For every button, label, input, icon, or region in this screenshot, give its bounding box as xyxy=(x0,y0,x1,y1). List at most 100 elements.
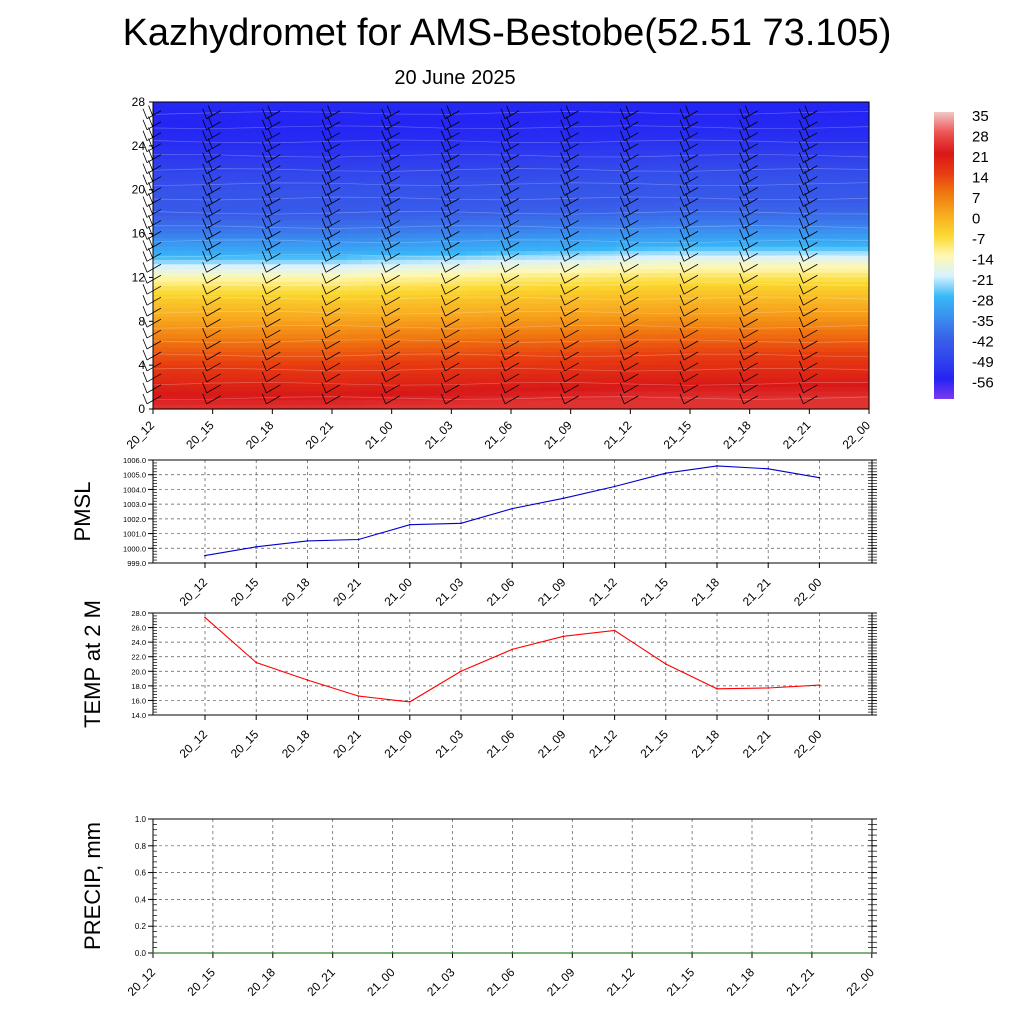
heatmap-cell xyxy=(704,378,721,384)
heatmap-cell xyxy=(764,242,781,248)
heatmap-cell xyxy=(645,211,661,217)
heatmap-cell xyxy=(391,137,408,143)
heatmap-cell xyxy=(570,281,587,287)
heatmap-cell xyxy=(555,207,572,213)
wind-barb-flag xyxy=(739,185,745,196)
heatmap-cell xyxy=(272,400,288,406)
heatmap-cell xyxy=(704,224,721,230)
heatmap-cell xyxy=(675,330,691,336)
wind-barb-flag xyxy=(798,152,804,163)
heatmap-cell xyxy=(466,316,482,322)
heatmap-cell xyxy=(272,347,288,353)
wind-barb-flag xyxy=(798,262,804,273)
heatmap-cell xyxy=(824,365,840,371)
y-tick-label: 1001.0 xyxy=(123,530,146,539)
heatmap-cell xyxy=(287,330,303,336)
heatmap-cell xyxy=(779,281,796,287)
heatmap-cell xyxy=(242,150,259,156)
heatmap-cell xyxy=(734,207,751,213)
heatmap-cell xyxy=(779,154,796,160)
wind-barb-flag xyxy=(321,295,327,306)
wind-barb-flag xyxy=(381,305,387,317)
heatmap-cell xyxy=(391,325,408,331)
heatmap-cell xyxy=(600,194,617,200)
wind-barb xyxy=(266,395,281,405)
heatmap-cell xyxy=(794,220,810,226)
heatmap-cell xyxy=(734,229,751,235)
heatmap-cell xyxy=(466,294,482,300)
heatmap-cell xyxy=(496,268,512,274)
heatmap-cell xyxy=(675,242,691,248)
heatmap-cell xyxy=(212,286,229,292)
heatmap-cell xyxy=(406,229,423,235)
x-tick-label: 21_21 xyxy=(740,727,774,761)
heatmap-cell xyxy=(824,259,840,265)
heatmap-cell xyxy=(421,347,438,353)
wind-barb xyxy=(683,340,699,350)
heatmap-cell xyxy=(555,356,572,362)
heatmap-cell xyxy=(406,404,423,410)
heatmap-cell xyxy=(361,294,378,300)
heatmap-cell xyxy=(182,141,199,147)
heatmap-cell xyxy=(272,167,288,173)
data-point xyxy=(751,952,753,954)
heatmap-cell xyxy=(824,299,840,305)
heatmap-cell xyxy=(287,395,303,401)
heatmap-cell xyxy=(555,378,572,384)
wind-barb-flag xyxy=(685,105,690,116)
heatmap-cell xyxy=(570,145,587,151)
heatmap-cell xyxy=(406,400,423,406)
heatmap-cell xyxy=(227,189,244,195)
heatmap-cell xyxy=(690,233,706,239)
colorbar-label: 14 xyxy=(972,170,989,187)
wind-barb-flag xyxy=(685,236,690,248)
heatmap-cell xyxy=(153,277,169,283)
heatmap-cell xyxy=(451,233,467,239)
heatmap-cell xyxy=(153,290,169,296)
heatmap-cell xyxy=(242,132,259,138)
wind-barb-flag xyxy=(739,295,745,306)
heatmap-cell xyxy=(496,286,512,292)
wind-barb-flag xyxy=(261,196,267,207)
wind-barb-flag xyxy=(207,160,213,171)
wind-barb xyxy=(206,362,221,372)
heatmap-cell xyxy=(376,176,393,182)
heatmap-cell xyxy=(466,356,482,362)
heatmap-cell xyxy=(704,373,721,379)
heatmap-cell xyxy=(346,242,363,248)
wind-barb-flag xyxy=(685,160,690,171)
heatmap-cell xyxy=(839,360,855,366)
heatmap-cell xyxy=(182,180,199,186)
colorbar-label: 0 xyxy=(972,211,980,228)
heatmap-cell xyxy=(764,395,781,401)
wind-barb xyxy=(743,241,758,251)
heatmap-cell xyxy=(824,102,840,107)
wind-barb xyxy=(624,143,639,153)
heatmap-cell xyxy=(272,321,288,327)
heatmap-cell xyxy=(854,106,870,112)
wind-barb xyxy=(683,187,699,196)
heatmap-cell xyxy=(242,154,259,160)
data-point xyxy=(212,952,214,954)
wind-barb xyxy=(445,231,460,240)
heatmap-cell xyxy=(361,150,378,156)
heatmap-cell xyxy=(660,395,676,401)
heatmap-cell xyxy=(317,194,333,200)
wind-barb-flag xyxy=(327,171,332,182)
wind-barb-flag xyxy=(148,193,153,204)
y-tick-label: 1004.0 xyxy=(123,485,146,494)
heatmap-cell xyxy=(182,242,199,248)
heatmap-cell xyxy=(451,180,467,186)
heatmap-cell xyxy=(466,132,482,138)
heatmap-cell xyxy=(600,119,617,125)
heatmap-cell xyxy=(466,128,482,134)
heatmap-cell xyxy=(809,255,825,261)
heatmap-cell xyxy=(585,211,602,217)
heatmap-cell xyxy=(272,115,288,121)
heatmap-cell xyxy=(391,365,408,371)
heatmap-cell xyxy=(466,150,482,156)
wind-barb-flag xyxy=(744,127,750,138)
wind-barb xyxy=(803,274,818,284)
wind-barb-flag xyxy=(679,207,685,218)
heatmap-cell xyxy=(197,373,214,379)
